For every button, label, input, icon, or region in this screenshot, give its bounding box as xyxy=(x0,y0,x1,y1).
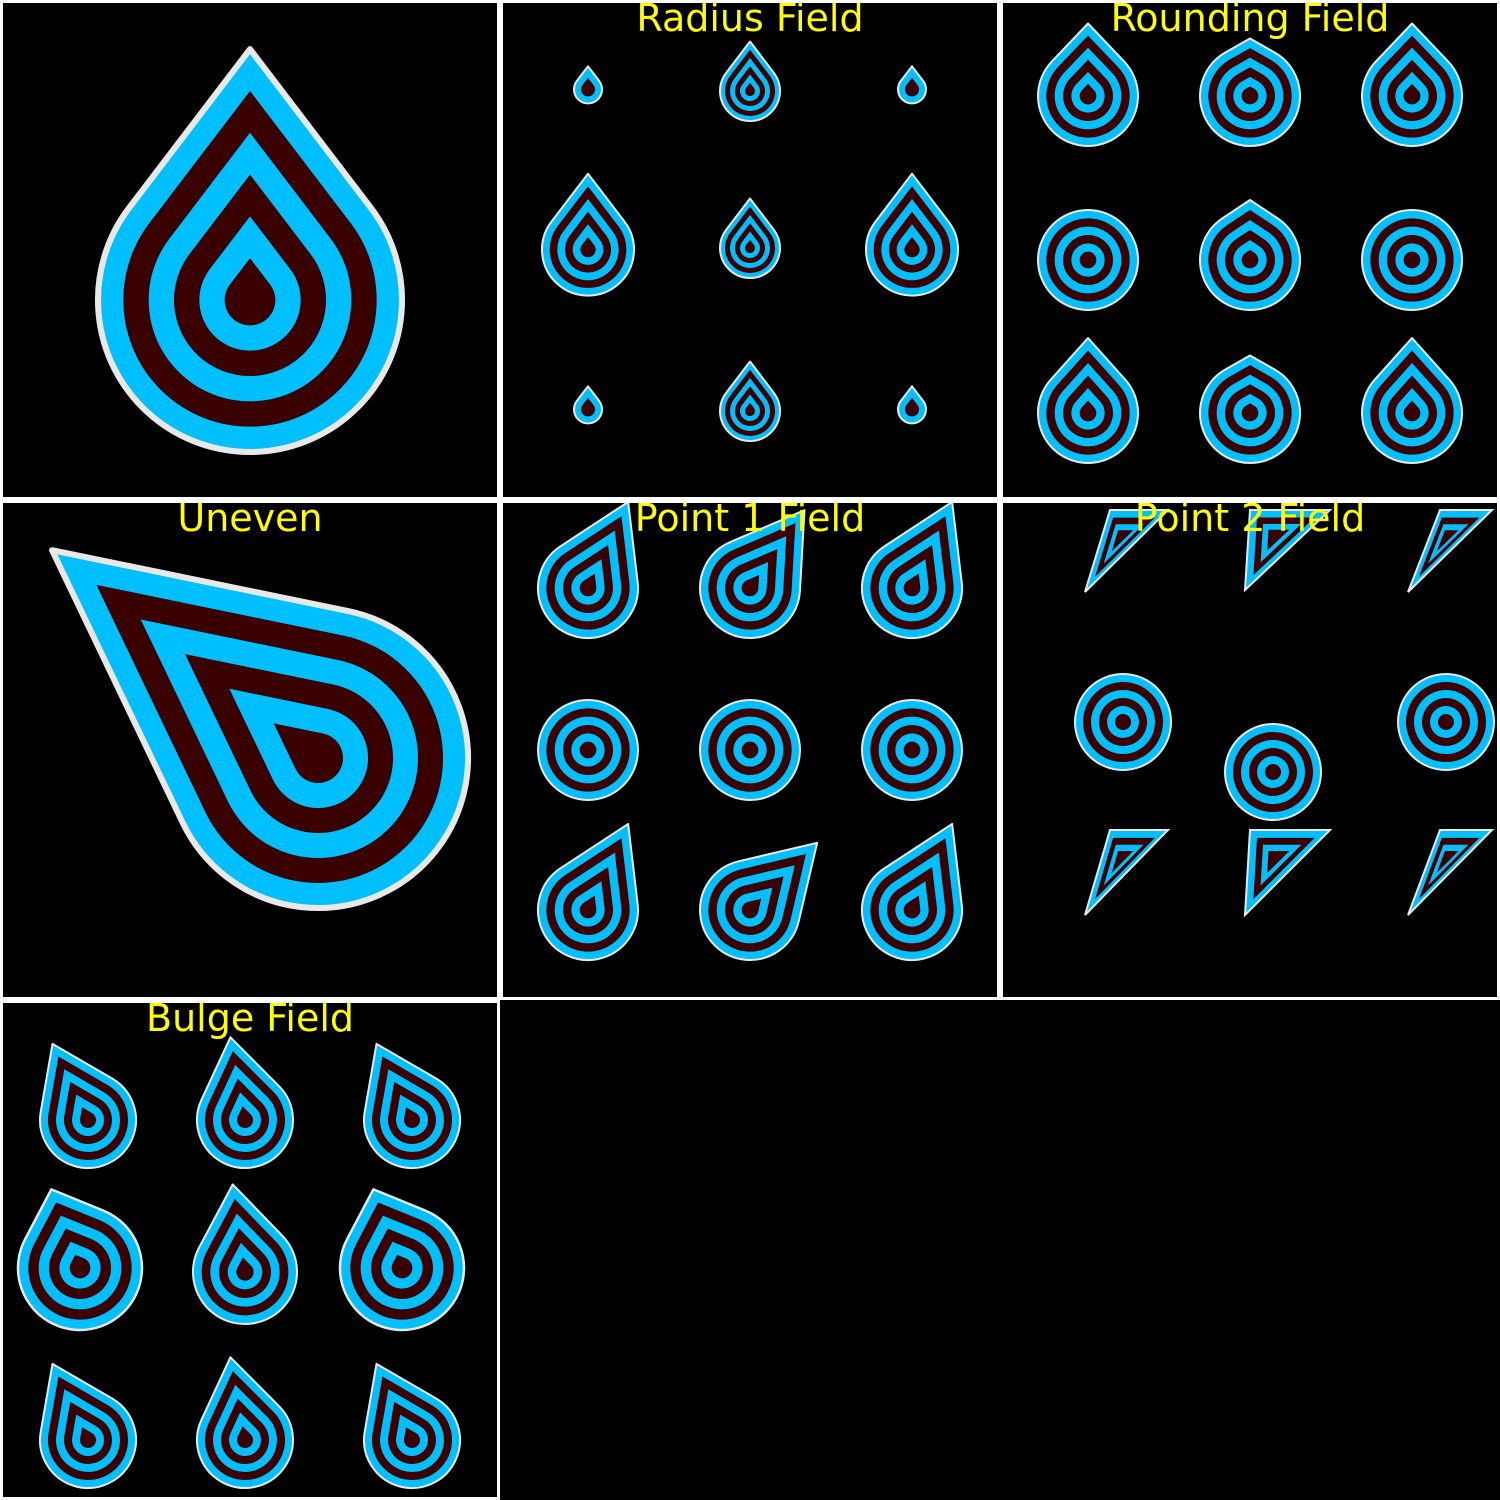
teardrop-rounding-cell xyxy=(1199,354,1301,464)
teardrop-bulge-cell xyxy=(196,1356,294,1489)
teardrop-radius-cell xyxy=(541,172,635,297)
point1-field-graphic xyxy=(537,500,963,961)
teardrop-radius-cell xyxy=(719,360,781,442)
teardrop-point1-cell xyxy=(861,699,963,801)
wedge-shape xyxy=(1084,829,1171,916)
teardrop-bulge-cell xyxy=(363,1362,461,1489)
circle-shape xyxy=(1397,673,1495,771)
teardrop-radius-cell xyxy=(573,65,603,105)
teardrop-radius-cell xyxy=(897,65,927,105)
wedge-shape xyxy=(1243,509,1333,593)
teardrop-point1-cell xyxy=(699,841,819,961)
panel-title: Rounding Field xyxy=(1110,0,1390,40)
panel-bulge-field: Bulge Field xyxy=(0,1000,500,1500)
teardrop-rounding-cell xyxy=(1037,22,1139,147)
teardrop-large-graphic xyxy=(94,46,406,456)
teardrop-rounding-cell xyxy=(1037,337,1139,464)
panel-title: Uneven xyxy=(177,500,323,540)
bulge-field-graphic xyxy=(16,1036,466,1489)
teardrop-radius-cell xyxy=(865,172,959,297)
panel-teardrop xyxy=(0,0,500,500)
teardrop-point1-cell xyxy=(537,500,639,639)
teardrop-bulge-cell xyxy=(196,1036,294,1169)
panel-title: Bulge Field xyxy=(146,1000,354,1040)
teardrop-uneven xyxy=(49,547,471,911)
teardrop-rounding-cell xyxy=(1361,337,1463,464)
wedge-shape xyxy=(1407,829,1495,916)
rounding-field-graphic xyxy=(1037,22,1463,464)
teardrop-point1-cell xyxy=(861,822,963,961)
teardrop-rounding-cell xyxy=(1037,209,1139,311)
panel-radius-field: Radius Field xyxy=(500,0,1000,500)
circle-shape xyxy=(1074,673,1172,771)
panel-title: Radius Field xyxy=(636,0,864,40)
teardrop-bulge-cell xyxy=(363,1042,461,1169)
teardrop-radius-cell xyxy=(719,197,781,279)
wedge-shape xyxy=(1407,509,1495,593)
radius-field-graphic xyxy=(541,40,959,442)
panel-rounding-field: Rounding Field xyxy=(1000,0,1500,500)
uneven-graphic xyxy=(49,547,471,911)
wedge-shape xyxy=(1243,829,1333,918)
teardrop-radius-cell xyxy=(573,385,603,425)
teardrop-point1-cell xyxy=(699,699,801,801)
teardrop-large xyxy=(94,46,406,456)
teardrop-rounding-cell xyxy=(1199,199,1301,311)
panel-title: Point 1 Field xyxy=(634,500,866,540)
teardrop-bulge-cell xyxy=(39,1362,137,1489)
teardrop-point1-cell xyxy=(537,822,639,961)
panel-point1-field: Point 1 Field xyxy=(500,500,1000,1000)
teardrop-point1-cell xyxy=(537,699,639,801)
teardrop-radius-cell xyxy=(897,385,927,425)
teardrop-point1-cell xyxy=(699,509,806,639)
teardrop-bulge-cell xyxy=(39,1042,137,1169)
teardrop-bulge-cell xyxy=(191,1183,299,1326)
teardrop-rounding-cell xyxy=(1361,209,1463,311)
panel-uneven: Uneven xyxy=(0,500,500,1000)
point2-field-graphic xyxy=(1074,509,1495,918)
teardrop-rounding-cell xyxy=(1199,37,1301,147)
wedge-shape xyxy=(1084,509,1171,593)
teardrop-bulge-cell xyxy=(16,1188,144,1332)
panel-point2-field: Point 2 Field xyxy=(1000,500,1500,1000)
teardrop-point1-cell xyxy=(861,500,963,639)
teardrop-radius-cell xyxy=(719,40,781,122)
teardrop-rounding-cell xyxy=(1361,22,1463,147)
circle-shape xyxy=(1224,723,1322,821)
panel-title: Point 2 Field xyxy=(1134,500,1366,540)
teardrop-bulge-cell xyxy=(338,1188,466,1332)
